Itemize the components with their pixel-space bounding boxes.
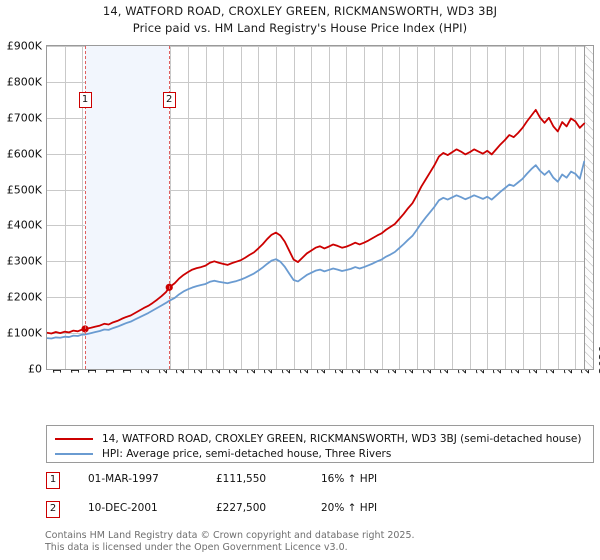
y-axis-tick-label: £500K — [6, 183, 42, 197]
grid-line-horizontal — [47, 189, 593, 191]
y-axis-labels: £0 £100K £200K £300K £400K £500K £600K £700K £80… — [0, 0, 44, 560]
row-badge-1: 1 — [46, 472, 60, 489]
legend-swatch-hpi — [55, 452, 93, 455]
grid-line-vertical — [311, 46, 313, 369]
grid-line-vertical — [452, 46, 454, 369]
grid-line-horizontal — [47, 225, 593, 227]
grid-line-vertical — [381, 46, 383, 369]
grid-line-horizontal — [47, 333, 593, 335]
row-date-2: 10-DEC-2001 — [88, 502, 158, 514]
grid-line-horizontal — [47, 81, 593, 83]
grid-line-vertical — [223, 46, 225, 369]
grid-line-vertical — [593, 46, 594, 369]
grid-line-vertical — [522, 46, 524, 369]
footer-line-2: This data is licensed under the Open Gov… — [45, 541, 348, 553]
grid-line-horizontal — [47, 261, 593, 263]
footer-line-1: Contains HM Land Registry data © Crown c… — [45, 530, 415, 541]
transactions-table: 1 01-MAR-1997 £111,550 16% ↑ HPI 2 10-DE… — [44, 470, 600, 528]
grid-line-vertical — [328, 46, 330, 369]
legend-item-hpi: HPI: Average price, semi-detached house,… — [47, 446, 593, 461]
highlight-span — [85, 46, 170, 369]
y-axis-tick-label: £800K — [6, 75, 42, 89]
grid-line-horizontal — [47, 46, 593, 47]
marker-line-1 — [85, 46, 87, 369]
grid-line-vertical — [275, 46, 277, 369]
row-date-1: 01-MAR-1997 — [88, 473, 159, 485]
chart-legend: 14, WATFORD ROAD, CROXLEY GREEN, RICKMAN… — [46, 425, 594, 463]
grid-line-vertical — [258, 46, 260, 369]
grid-line-vertical — [504, 46, 506, 369]
grid-line-vertical — [187, 46, 189, 369]
legend-swatch-price — [55, 437, 93, 440]
grid-line-vertical — [346, 46, 348, 369]
title-line-2: Price paid vs. HM Land Registry's House … — [132, 21, 468, 35]
no-data-hatch — [584, 46, 593, 369]
table-row[interactable]: 2 10-DEC-2001 £227,500 20% ↑ HPI — [44, 499, 600, 528]
footer-attribution: Contains HM Land Registry data © Crown c… — [45, 530, 585, 553]
row-price-2: £227,500 — [216, 502, 267, 514]
marker-box-2[interactable]: 2 — [162, 92, 176, 108]
grid-line-vertical — [487, 46, 489, 369]
series-line — [47, 108, 586, 335]
legend-label-hpi: HPI: Average price, semi-detached house,… — [102, 447, 392, 460]
series-line — [47, 160, 586, 340]
table-row[interactable]: 1 01-MAR-1997 £111,550 16% ↑ HPI — [44, 470, 600, 499]
legend-item-price: 14, WATFORD ROAD, CROXLEY GREEN, RICKMAN… — [47, 431, 593, 446]
grid-line-vertical — [557, 46, 559, 369]
grid-line-vertical — [240, 46, 242, 369]
legend-label-price: 14, WATFORD ROAD, CROXLEY GREEN, RICKMAN… — [102, 432, 582, 445]
row-hpi-1: 16% ↑ HPI — [321, 473, 378, 485]
grid-line-vertical — [82, 46, 84, 369]
y-axis-tick-label: £0 — [28, 362, 42, 376]
y-axis-tick-label: £100K — [6, 326, 42, 340]
y-axis-tick-label: £300K — [6, 254, 42, 268]
grid-line-vertical — [540, 46, 542, 369]
grid-line-horizontal — [47, 153, 593, 155]
page-title: 14, WATFORD ROAD, CROXLEY GREEN, RICKMAN… — [0, 3, 600, 37]
grid-line-vertical — [205, 46, 207, 369]
grid-line-vertical — [416, 46, 418, 369]
grid-line-vertical — [293, 46, 295, 369]
marker-box-1[interactable]: 1 — [78, 92, 92, 108]
grid-line-vertical — [575, 46, 577, 369]
y-axis-tick-label: £400K — [6, 218, 42, 232]
grid-line-vertical — [469, 46, 471, 369]
grid-line-vertical — [170, 46, 172, 369]
marker-line-2 — [169, 46, 171, 369]
title-line-1: 14, WATFORD ROAD, CROXLEY GREEN, RICKMAN… — [102, 4, 498, 18]
grid-line-vertical — [364, 46, 366, 369]
grid-line-horizontal — [47, 117, 593, 119]
y-axis-tick-label: £900K — [6, 39, 42, 53]
row-badge-2: 2 — [46, 501, 60, 518]
y-axis-tick-label: £700K — [6, 111, 42, 125]
row-price-1: £111,550 — [216, 473, 267, 485]
series-lines — [47, 46, 593, 369]
grid-line-horizontal — [47, 297, 593, 299]
y-axis-tick-label: £600K — [6, 147, 42, 161]
y-axis-tick-label: £200K — [6, 290, 42, 304]
grid-line-vertical — [399, 46, 401, 369]
row-hpi-2: 20% ↑ HPI — [321, 502, 378, 514]
grid-line-vertical — [64, 46, 66, 369]
